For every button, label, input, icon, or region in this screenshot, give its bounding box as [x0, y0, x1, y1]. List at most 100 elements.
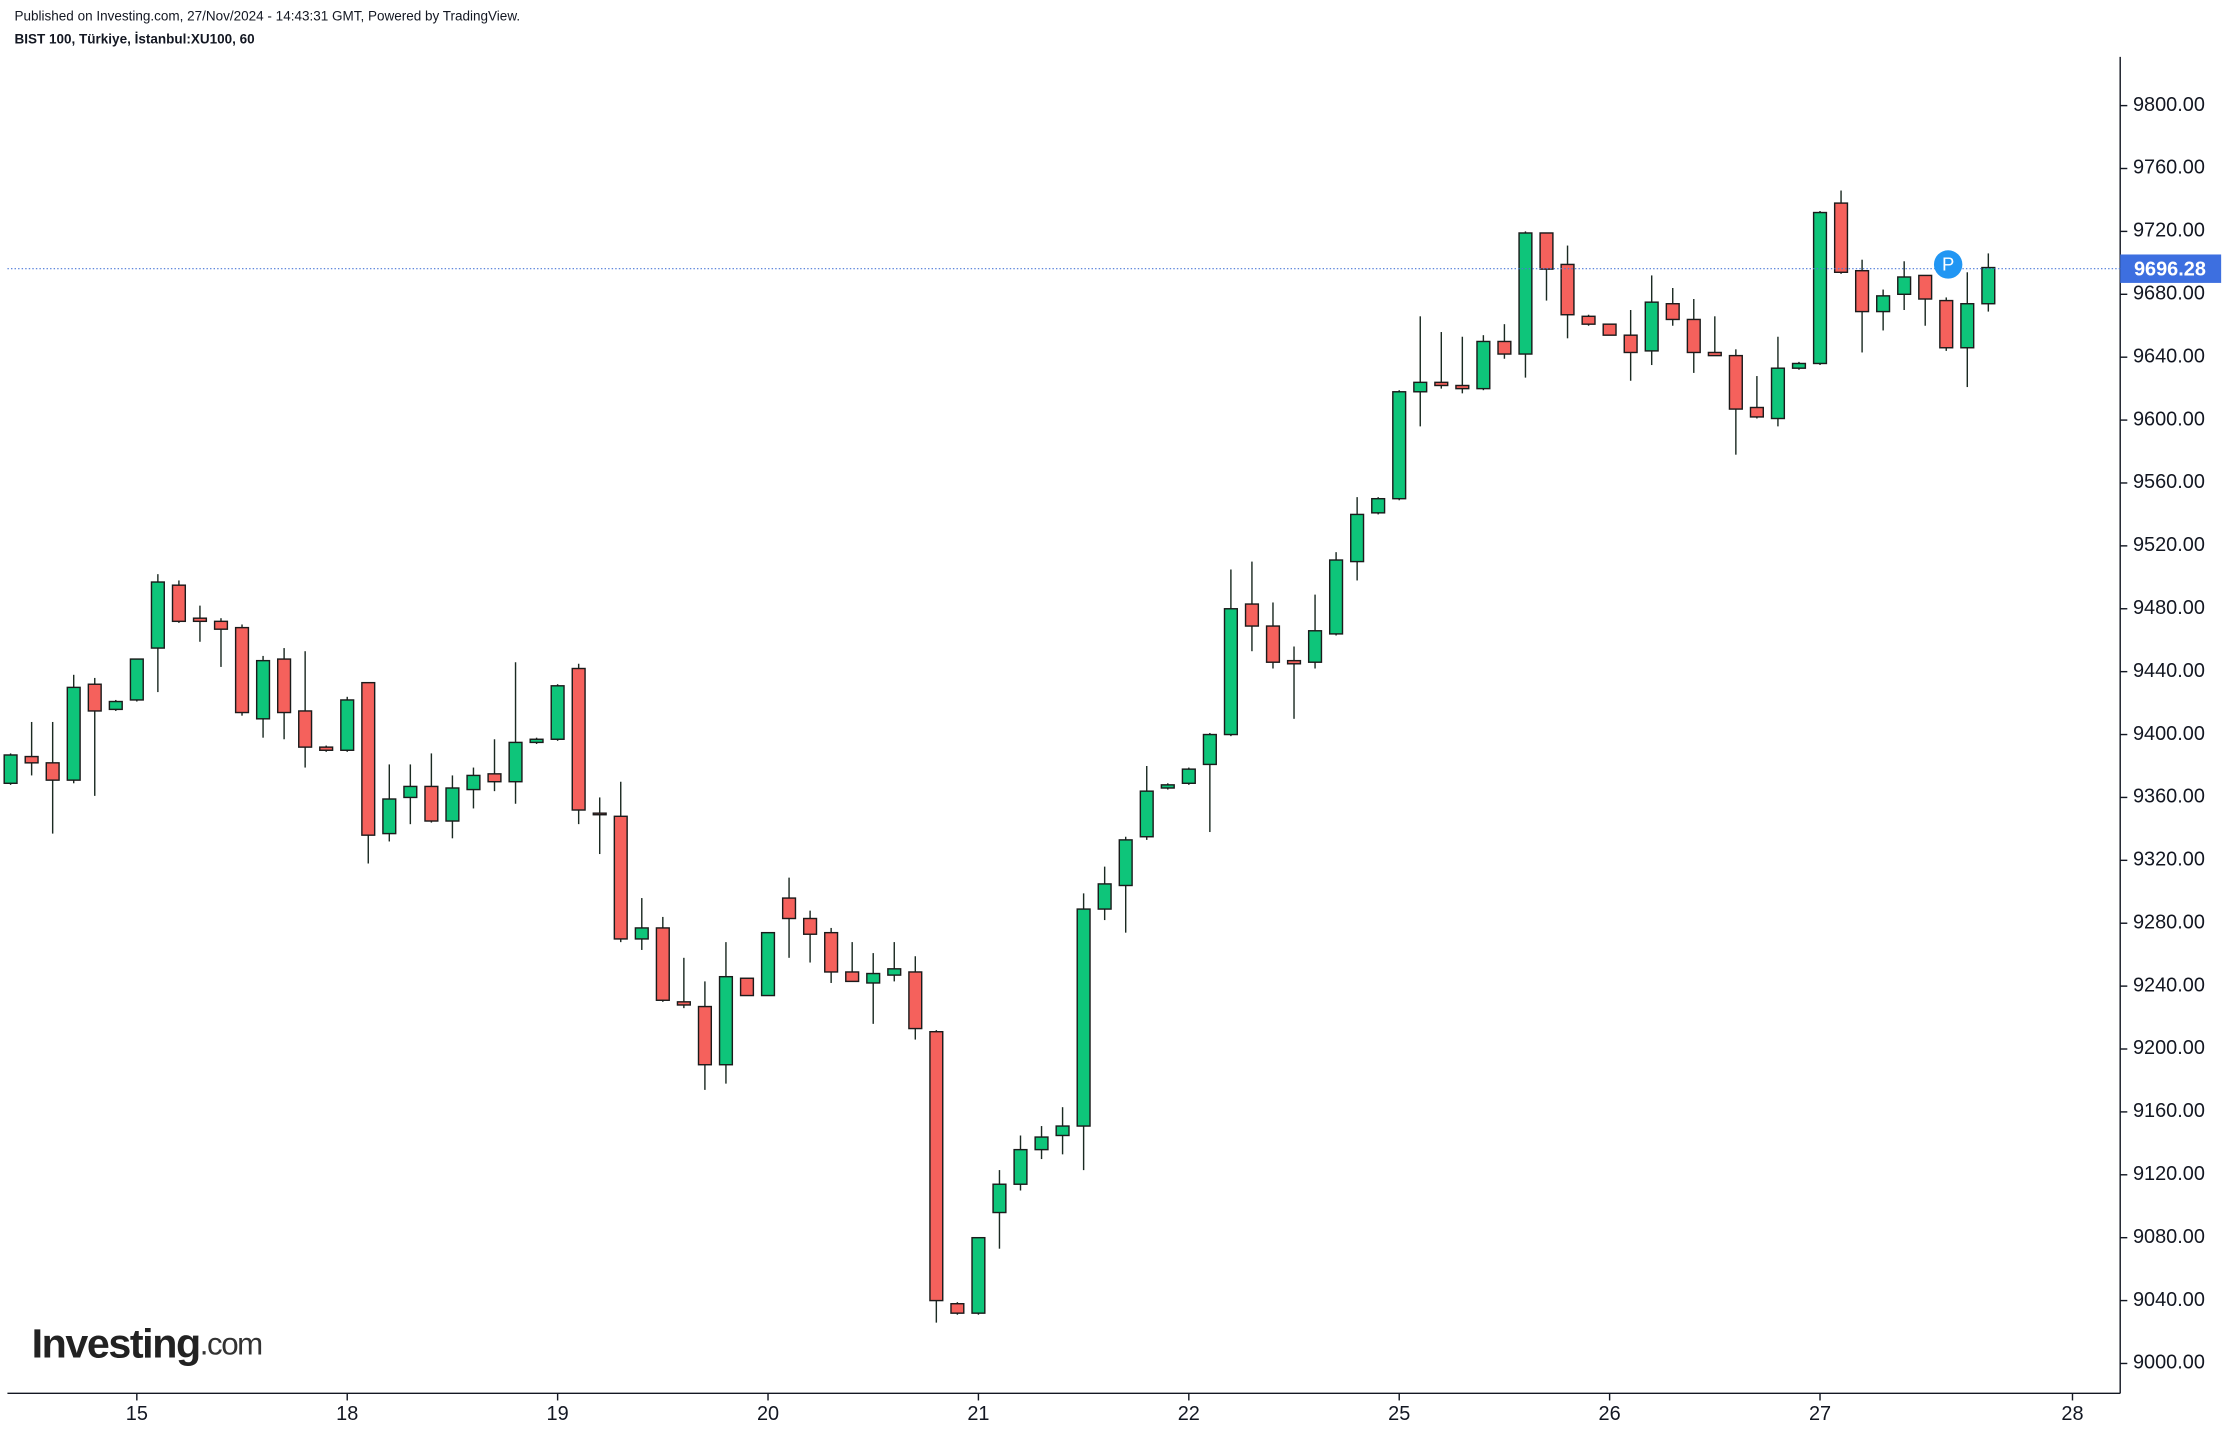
- candle-body: [1265, 625, 1281, 663]
- candle-body: [634, 927, 649, 940]
- y-tick-label: 9160.00: [2133, 1100, 2205, 1122]
- candle-body: [1791, 362, 1807, 369]
- candle-body: [613, 815, 628, 940]
- candle-body: [298, 710, 313, 748]
- y-tick-label: 9400.00: [2133, 723, 2205, 745]
- x-tick-label: 20: [757, 1403, 779, 1425]
- candle-body: [571, 667, 586, 811]
- logo-suffix: .com: [200, 1327, 262, 1362]
- candle-body: [1581, 315, 1596, 325]
- candle-body: [592, 812, 607, 816]
- candle-body: [971, 1236, 986, 1314]
- candle-body: [1160, 784, 1175, 789]
- y-tick-label: 9480.00: [2133, 597, 2205, 619]
- candle-body: [1644, 301, 1659, 352]
- candle-body: [1139, 790, 1154, 838]
- candle-body: [129, 658, 144, 701]
- candle-body: [87, 683, 102, 712]
- logo-name: Investing: [32, 1320, 200, 1366]
- candle-body: [445, 787, 460, 822]
- candle-body: [66, 686, 81, 781]
- candle-body: [1392, 391, 1407, 500]
- candle-body: [1728, 354, 1743, 410]
- candle-body: [781, 897, 797, 920]
- y-tick-label: 9760.00: [2133, 157, 2205, 179]
- candle-body: [1876, 295, 1891, 313]
- candle-body: [1307, 630, 1323, 663]
- y-tick-label: 9600.00: [2133, 408, 2205, 430]
- candle-body: [529, 738, 544, 744]
- candle-body: [403, 785, 418, 799]
- candle-body: [676, 1001, 691, 1006]
- candle-body: [1497, 340, 1512, 355]
- candle-body: [992, 1183, 1007, 1214]
- candle-body: [213, 620, 229, 630]
- candle-body: [1328, 559, 1344, 635]
- candle-body: [340, 699, 355, 751]
- candle-body: [908, 971, 923, 1030]
- y-tick-label: 9560.00: [2133, 471, 2205, 493]
- x-tick-label: 28: [2061, 1403, 2083, 1425]
- candle-body: [1623, 334, 1638, 354]
- y-tick-label: 9680.00: [2133, 283, 2205, 305]
- candle-body: [1118, 839, 1133, 887]
- candle-body: [1854, 269, 1870, 313]
- y-tick-label: 9040.00: [2133, 1289, 2205, 1311]
- candle-body: [319, 746, 334, 751]
- marker-circle: [1933, 250, 1963, 279]
- candle-body: [760, 931, 776, 997]
- candle-body: [929, 1031, 944, 1302]
- x-tick-label: 21: [967, 1403, 989, 1425]
- candle-body: [1371, 497, 1386, 514]
- candle-body: [3, 754, 18, 784]
- candle-body: [550, 685, 565, 740]
- logo: Investing.com: [32, 1320, 262, 1366]
- candle-body: [1181, 768, 1196, 784]
- candle-body: [24, 755, 39, 764]
- candle-body: [1518, 232, 1533, 355]
- candle-body: [108, 700, 123, 711]
- candle-body: [1981, 266, 1996, 305]
- candle-body: [276, 658, 292, 714]
- candle-body: [1013, 1148, 1028, 1185]
- candle-body: [1350, 513, 1365, 563]
- candle-body: [1202, 733, 1217, 766]
- marker-label: P: [1942, 254, 1954, 275]
- candle-body: [1034, 1136, 1049, 1151]
- candle-body: [361, 681, 376, 836]
- x-tick-label: 26: [1599, 1403, 1621, 1425]
- candle-body: [1055, 1125, 1070, 1137]
- candle-body: [1539, 232, 1554, 270]
- candle-body: [192, 617, 208, 623]
- y-tick-label: 9080.00: [2133, 1226, 2205, 1248]
- candle-body: [1686, 318, 1701, 354]
- candle-body: [1602, 323, 1617, 336]
- candle-body: [1223, 608, 1239, 736]
- candle-body: [466, 774, 481, 791]
- candle-body: [824, 931, 839, 973]
- candle-body: [697, 1005, 713, 1066]
- last-price-box: [2120, 254, 2222, 283]
- candle-body: [950, 1303, 965, 1314]
- candle-body: [866, 972, 881, 984]
- candle-body: [1076, 908, 1091, 1127]
- candle-body: [1476, 340, 1491, 390]
- y-tick-label: 9320.00: [2133, 849, 2205, 871]
- candle-body: [1665, 303, 1680, 321]
- candle-body: [1413, 381, 1428, 393]
- x-tick-label: 22: [1178, 1403, 1200, 1425]
- y-tick-label: 9640.00: [2133, 345, 2205, 367]
- candle-body: [887, 968, 902, 976]
- candle-body: [845, 971, 860, 983]
- candle-body: [1770, 367, 1786, 420]
- candle-body: [1560, 263, 1575, 316]
- candle-body: [1918, 274, 1933, 300]
- candle-body: [171, 584, 187, 623]
- y-tick-label: 9200.00: [2133, 1037, 2205, 1059]
- candle-body: [150, 581, 165, 649]
- y-tick-label: 9800.00: [2133, 94, 2205, 116]
- candle-body: [487, 773, 502, 783]
- y-tick-label: 9240.00: [2133, 974, 2205, 996]
